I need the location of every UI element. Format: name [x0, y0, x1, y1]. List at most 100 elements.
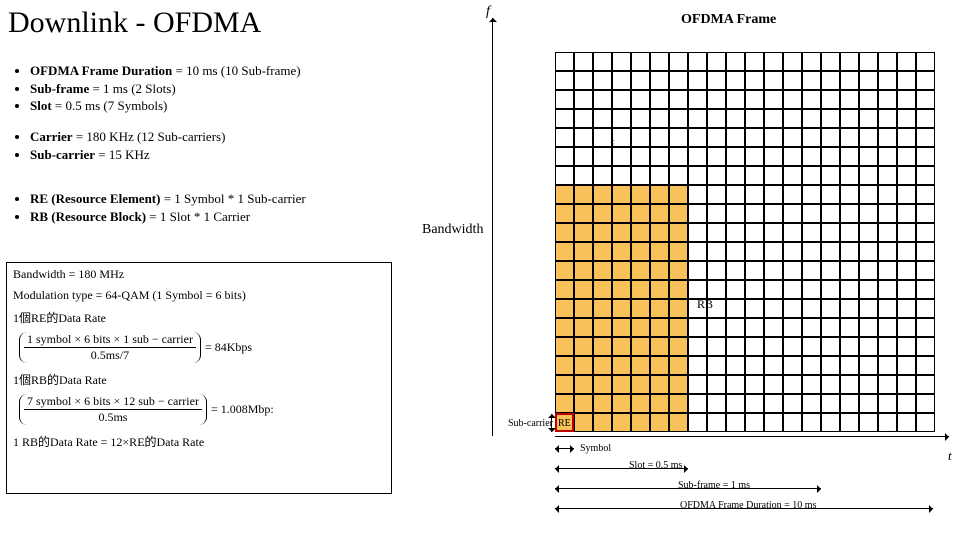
grid-cell	[783, 166, 802, 185]
grid-cell	[745, 318, 764, 337]
grid-cell	[821, 90, 840, 109]
grid-cell	[707, 71, 726, 90]
box-rel: 1 RB的Data Rate = 12×RE的Data Rate	[13, 433, 385, 450]
grid-cell	[555, 147, 574, 166]
grid-cell	[669, 109, 688, 128]
grid-cell	[631, 204, 650, 223]
grid-cell	[840, 356, 859, 375]
grid-cell	[726, 71, 745, 90]
grid-cell	[593, 109, 612, 128]
grid-cell	[593, 71, 612, 90]
grid-cell	[612, 337, 631, 356]
grid-cell	[916, 204, 935, 223]
grid-cell	[574, 394, 593, 413]
grid-cell	[574, 109, 593, 128]
grid-cell	[783, 71, 802, 90]
grid-cell	[574, 147, 593, 166]
grid-cell	[669, 185, 688, 204]
grid-cell	[821, 318, 840, 337]
grid-cell	[707, 375, 726, 394]
grid-cell	[650, 356, 669, 375]
grid-cell	[688, 128, 707, 147]
grid-cell	[555, 280, 574, 299]
grid-cell	[593, 356, 612, 375]
grid-cell	[745, 375, 764, 394]
grid-cell	[821, 204, 840, 223]
grid-cell	[859, 337, 878, 356]
grid-cell	[612, 166, 631, 185]
grid-cell	[821, 356, 840, 375]
grid-cell	[707, 242, 726, 261]
grid-cell	[631, 52, 650, 71]
grid-cell	[612, 280, 631, 299]
box-rb-title: 1個RB的Data Rate	[13, 371, 385, 388]
grid-cell	[612, 413, 631, 432]
grid-cell	[821, 242, 840, 261]
grid-cell	[802, 242, 821, 261]
grid-cell	[764, 394, 783, 413]
grid-cell	[688, 261, 707, 280]
grid-cell	[650, 71, 669, 90]
grid-cell	[593, 166, 612, 185]
grid-cell	[593, 394, 612, 413]
grid-cell	[745, 261, 764, 280]
grid-cell	[612, 356, 631, 375]
grid-cell	[897, 375, 916, 394]
grid-cell	[897, 223, 916, 242]
grid-cell	[821, 166, 840, 185]
bullet-group-3: RE (Resource Element) = 1 Symbol * 1 Sub…	[16, 190, 306, 225]
grid-cell	[764, 223, 783, 242]
grid-cell	[650, 299, 669, 318]
grid-cell	[840, 242, 859, 261]
bullet-item: RB (Resource Block) = 1 Slot * 1 Carrier	[30, 208, 306, 226]
subcarrier-arrow	[551, 414, 552, 432]
box-l1: Bandwidth = 180 MHz	[13, 267, 385, 282]
grid-cell	[821, 147, 840, 166]
grid-cell	[726, 356, 745, 375]
grid-cell	[897, 128, 916, 147]
grid-cell	[650, 128, 669, 147]
box-l2: Modulation type = 64-QAM (1 Symbol = 6 b…	[13, 288, 385, 303]
grid-cell	[840, 166, 859, 185]
grid-cell	[745, 299, 764, 318]
grid-cell	[555, 337, 574, 356]
grid-cell	[593, 413, 612, 432]
grid-cell	[916, 166, 935, 185]
grid-cell	[916, 128, 935, 147]
grid-cell	[878, 394, 897, 413]
grid-cell	[745, 90, 764, 109]
grid-cell	[726, 90, 745, 109]
grid-cell	[726, 147, 745, 166]
grid-cell	[802, 128, 821, 147]
grid-cell	[726, 394, 745, 413]
grid-cell	[764, 318, 783, 337]
symbol-label: Symbol	[580, 443, 611, 454]
grid-cell	[764, 147, 783, 166]
grid-cell	[859, 147, 878, 166]
grid-cell	[707, 204, 726, 223]
grid-cell	[574, 223, 593, 242]
t-axis	[555, 436, 949, 437]
grid-cell	[612, 90, 631, 109]
grid-cell	[859, 71, 878, 90]
grid-cell	[764, 204, 783, 223]
grid-cell	[859, 299, 878, 318]
grid-cell	[555, 109, 574, 128]
grid-cell	[916, 375, 935, 394]
grid-cell	[916, 413, 935, 432]
grid-cell	[859, 185, 878, 204]
grid-cell	[669, 375, 688, 394]
re-label: RE	[558, 418, 571, 429]
grid-cell	[726, 318, 745, 337]
grid-cell	[669, 280, 688, 299]
grid-cell	[802, 394, 821, 413]
grid-cell	[840, 394, 859, 413]
grid-cell	[745, 71, 764, 90]
grid-cell	[650, 261, 669, 280]
grid-cell	[840, 375, 859, 394]
grid-cell	[745, 280, 764, 299]
grid-cell	[859, 280, 878, 299]
grid-cell	[612, 204, 631, 223]
grid-cell	[783, 242, 802, 261]
grid-cell	[631, 337, 650, 356]
